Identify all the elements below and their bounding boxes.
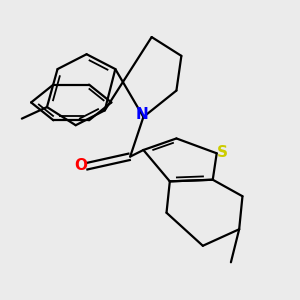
Text: O: O xyxy=(74,158,87,172)
Text: S: S xyxy=(217,145,228,160)
Text: N: N xyxy=(136,107,148,122)
